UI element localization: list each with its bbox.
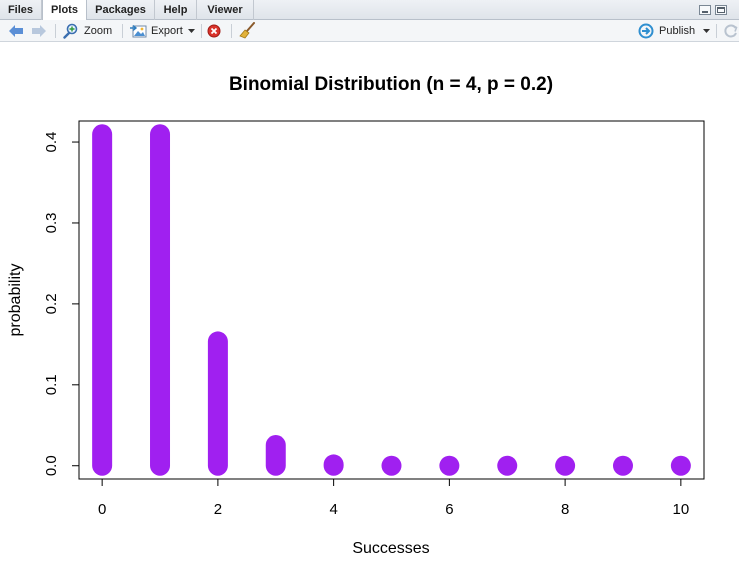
plots-toolbar: Zoom Export Publish [0, 20, 739, 42]
remove-plot-icon[interactable] [207, 24, 221, 38]
tab-viewer[interactable]: Viewer [197, 0, 254, 20]
broom-icon[interactable] [239, 22, 256, 39]
x-tick-label: 8 [561, 501, 569, 518]
y-tick-label: 0.2 [43, 293, 60, 314]
tab-plots[interactable]: Plots [42, 0, 87, 21]
forward-arrow-icon[interactable] [31, 24, 47, 38]
publish-button[interactable]: Publish [659, 25, 696, 37]
x-tick-label: 10 [673, 501, 690, 518]
tab-help[interactable]: Help [155, 0, 197, 20]
x-axis-label: Successes [352, 540, 429, 557]
export-button[interactable]: Export [151, 25, 183, 37]
toolbar-separator [716, 24, 717, 38]
binomial-chart: Binomial Distribution (n = 4, p = 0.2) 0… [7, 74, 705, 557]
x-tick-label: 2 [214, 501, 222, 518]
minimize-icon[interactable] [699, 5, 711, 15]
y-tick-label: 0.1 [43, 374, 60, 395]
pane-tab-bar: Files Plots Packages Help Viewer [0, 0, 739, 21]
y-axis-label: probability [7, 264, 24, 337]
x-tick-label: 4 [329, 501, 337, 518]
chevron-down-icon[interactable] [703, 29, 710, 34]
tab-packages[interactable]: Packages [87, 0, 155, 20]
x-tick-label: 0 [98, 501, 106, 518]
chart-title: Binomial Distribution (n = 4, p = 0.2) [229, 74, 553, 95]
x-tick-label: 6 [445, 501, 453, 518]
magnifier-icon[interactable] [63, 23, 79, 39]
refresh-icon[interactable] [723, 23, 739, 39]
plot-viewer: Binomial Distribution (n = 4, p = 0.2) 0… [0, 42, 739, 569]
export-image-icon[interactable] [130, 23, 147, 39]
y-tick-label: 0.4 [43, 132, 60, 153]
toolbar-separator [201, 24, 202, 38]
y-tick-label: 0.0 [43, 455, 60, 476]
plot-frame [78, 120, 705, 480]
zoom-button[interactable]: Zoom [84, 25, 113, 37]
tab-files[interactable]: Files [0, 0, 42, 20]
toolbar-separator [55, 24, 56, 38]
publish-icon[interactable] [637, 23, 655, 39]
maximize-icon[interactable] [715, 5, 727, 15]
toolbar-separator [231, 24, 232, 38]
toolbar-separator [122, 24, 123, 38]
window-buttons [699, 5, 733, 17]
data-marks [92, 124, 691, 476]
y-tick-label: 0.3 [43, 213, 60, 234]
y-axis: 0.0 0.1 0.2 0.3 0.4 [43, 132, 80, 476]
back-arrow-icon[interactable] [8, 24, 24, 38]
chevron-down-icon[interactable] [188, 29, 195, 34]
x-axis: 0 2 4 6 8 10 [98, 478, 690, 518]
